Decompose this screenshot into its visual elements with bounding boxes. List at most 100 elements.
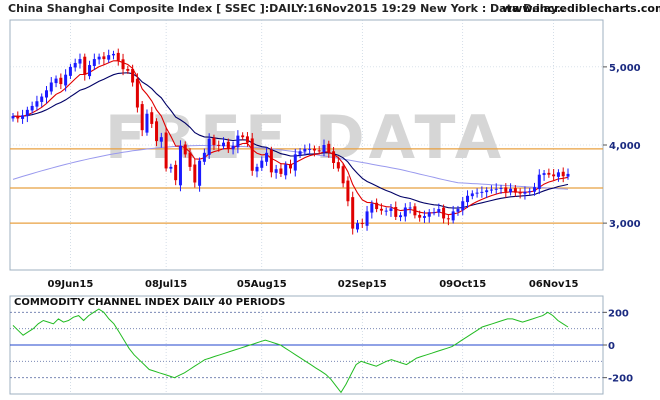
candle-body: [135, 78, 139, 108]
candle-body: [245, 136, 249, 143]
candlestick: [293, 148, 297, 177]
candlestick: [92, 53, 96, 71]
candle-body: [518, 192, 522, 194]
x-tick-label: 06Nov15: [529, 279, 579, 290]
candlestick: [552, 168, 556, 181]
candlestick: [202, 148, 206, 165]
candle-body: [523, 191, 527, 194]
candle-body: [308, 148, 312, 150]
candlestick: [64, 69, 68, 92]
candlestick: [40, 93, 44, 107]
x-tick-label: 09Oct15: [439, 279, 486, 290]
candlestick: [174, 160, 178, 186]
candle-body: [121, 59, 125, 70]
candle-body: [111, 53, 115, 56]
candle-body: [73, 62, 77, 68]
candlestick: [475, 188, 479, 198]
candle-body: [418, 214, 422, 218]
candle-body: [360, 223, 364, 225]
candle-body: [279, 168, 283, 174]
candle-body: [470, 193, 474, 197]
candle-body: [547, 172, 551, 175]
candle-body: [231, 145, 235, 150]
candlestick: [140, 100, 144, 137]
candlestick: [121, 53, 125, 76]
candle-body: [504, 187, 508, 192]
candle-body: [422, 216, 426, 218]
candlestick: [523, 186, 527, 200]
candlestick: [332, 146, 336, 169]
price-panel: 5,000 4,000 3,000 09Jun15 08Jul15 05Aug15 02Se…: [9, 19, 641, 290]
cci-line: [12, 308, 569, 394]
candlestick: [485, 187, 489, 199]
candlestick: [518, 188, 522, 199]
candlestick: [384, 207, 388, 216]
x-tick-label: 09Jun15: [48, 279, 94, 290]
candle-body: [11, 116, 15, 119]
candlestick: [322, 139, 326, 157]
candlestick: [250, 132, 254, 176]
candlestick: [260, 156, 264, 171]
candle-body: [533, 187, 537, 192]
candle-body: [59, 77, 63, 85]
candle-body: [375, 202, 379, 210]
site-link[interactable]: www.incrediblecharts.com: [502, 2, 660, 15]
candle-body: [64, 74, 68, 86]
candle-body: [198, 160, 202, 186]
candlestick: [566, 168, 570, 180]
candlestick: [408, 202, 412, 214]
ema-slow-line: [12, 72, 569, 209]
ma-long-line: [12, 145, 569, 190]
candlestick: [116, 48, 120, 66]
cci-panel: 200 0 -200: [9, 295, 633, 395]
candlestick: [561, 167, 565, 183]
candle-body: [116, 52, 120, 61]
candle-body: [365, 211, 369, 226]
candlestick: [370, 200, 374, 219]
candle-body: [427, 212, 431, 217]
candle-body: [317, 150, 321, 152]
candlestick: [504, 183, 508, 198]
candle-body: [150, 112, 154, 124]
candle-body: [16, 115, 20, 119]
candle-body: [327, 143, 331, 153]
candlestick: [542, 170, 546, 181]
candlestick: [265, 147, 269, 166]
candlestick: [68, 63, 72, 79]
candle-body: [169, 166, 173, 169]
candlestick: [533, 182, 537, 196]
candlestick: [355, 220, 359, 233]
candlestick: [30, 101, 34, 114]
candlestick: [317, 146, 321, 155]
candlestick: [399, 212, 403, 222]
candle-body: [174, 164, 178, 181]
candle-body: [126, 68, 130, 71]
candlestick: [556, 169, 560, 182]
candle-body: [389, 208, 393, 211]
candle-body: [355, 223, 359, 230]
candle-body: [432, 212, 436, 214]
candle-body: [566, 173, 570, 177]
candlestick: [418, 210, 422, 222]
candlestick: [375, 198, 379, 213]
candlestick: [111, 50, 115, 60]
candle-body: [451, 211, 455, 221]
candlestick: [222, 137, 226, 150]
candlestick: [336, 156, 340, 172]
candle-body: [97, 56, 101, 60]
candle-body: [207, 138, 211, 155]
candlestick: [451, 205, 455, 224]
candlestick: [269, 146, 273, 178]
candlestick: [360, 218, 364, 228]
candle-body: [341, 166, 345, 184]
candlestick: [236, 130, 240, 154]
candle-body: [44, 90, 48, 98]
candlestick: [346, 176, 350, 207]
candle-body: [499, 187, 503, 189]
candlestick: [178, 140, 182, 192]
candlestick: [16, 111, 20, 123]
candle-body: [403, 207, 407, 217]
candlestick: [284, 161, 288, 180]
candle-body: [303, 148, 307, 152]
candlestick: [35, 95, 39, 111]
